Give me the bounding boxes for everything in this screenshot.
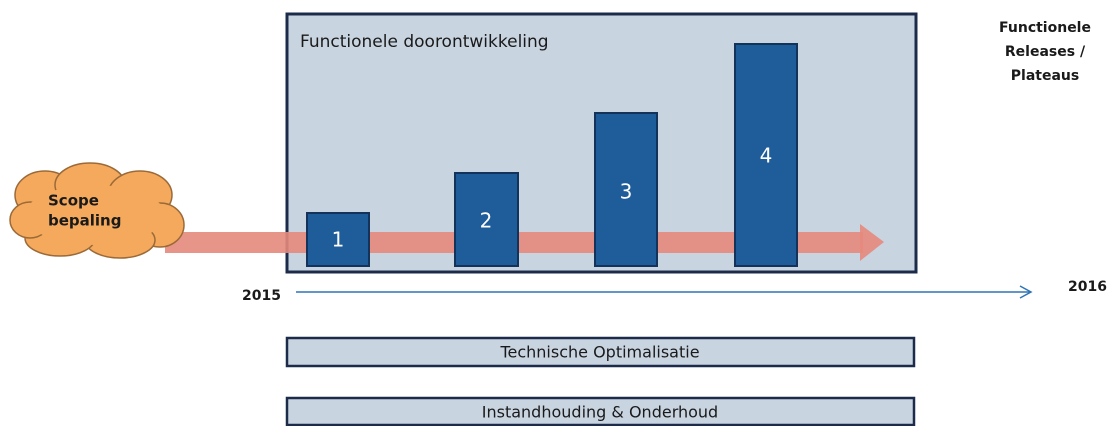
side-label: Plateaus	[1011, 68, 1079, 84]
release-bar	[454, 172, 519, 267]
side-label: Functionele	[999, 20, 1091, 36]
release-bar	[734, 43, 798, 267]
track-label: Instandhouding & Onderhoud	[482, 403, 718, 422]
release-label: 4	[760, 144, 773, 168]
timeline-end: 2016	[1068, 279, 1107, 295]
track	[285, 336, 916, 368]
side-label: Releases /	[1005, 44, 1086, 60]
timeline-start: 2015	[242, 288, 281, 304]
cloud-text: bepaling	[48, 212, 121, 230]
cloud-text: Scope	[48, 192, 99, 210]
track	[285, 396, 916, 426]
timeline	[296, 285, 1033, 299]
release-bar	[594, 112, 658, 267]
release-label: 2	[480, 209, 493, 233]
release-bars	[306, 43, 798, 267]
track-label: Technische Optimalisatie	[499, 343, 699, 362]
release-bar	[306, 212, 370, 267]
cloud	[9, 162, 185, 259]
main-box-title: Functionele doorontwikkeling	[300, 32, 549, 52]
release-label: 1	[332, 228, 345, 252]
release-label: 3	[620, 180, 633, 204]
